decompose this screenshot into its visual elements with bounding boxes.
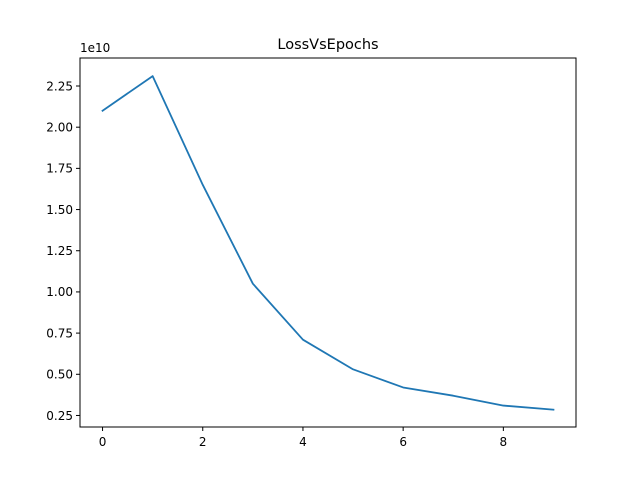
chart-title: LossVsEpochs bbox=[277, 37, 378, 53]
y-tick-label: 0.75 bbox=[46, 326, 73, 340]
y-tick-label: 1.50 bbox=[46, 203, 73, 217]
x-tick-label: 6 bbox=[399, 435, 407, 449]
x-tick-label: 4 bbox=[299, 435, 307, 449]
loss-series-line bbox=[101, 75, 555, 411]
x-axis: 0 2 4 6 8 bbox=[99, 427, 507, 449]
y-tick-label: 1.75 bbox=[46, 162, 73, 176]
x-tick-label: 0 bbox=[99, 435, 107, 449]
x-tick-label: 8 bbox=[500, 435, 508, 449]
y-tick-label: 2.25 bbox=[46, 79, 73, 93]
y-tick-label: 0.25 bbox=[46, 409, 73, 423]
y-axis: 0.25 0.50 0.75 1.00 1.25 1.50 1.75 2.00 2.25 bbox=[46, 79, 80, 423]
plot-frame bbox=[79, 57, 577, 428]
y-tick-label: 1.00 bbox=[46, 285, 73, 299]
y-tick-label: 2.00 bbox=[46, 120, 73, 134]
y-tick-label: 0.50 bbox=[46, 368, 73, 382]
y-tick-label: 1.25 bbox=[46, 244, 73, 258]
series-layer bbox=[101, 75, 555, 411]
y-offset-label: 1e10 bbox=[80, 41, 110, 55]
x-tick-label: 2 bbox=[199, 435, 207, 449]
